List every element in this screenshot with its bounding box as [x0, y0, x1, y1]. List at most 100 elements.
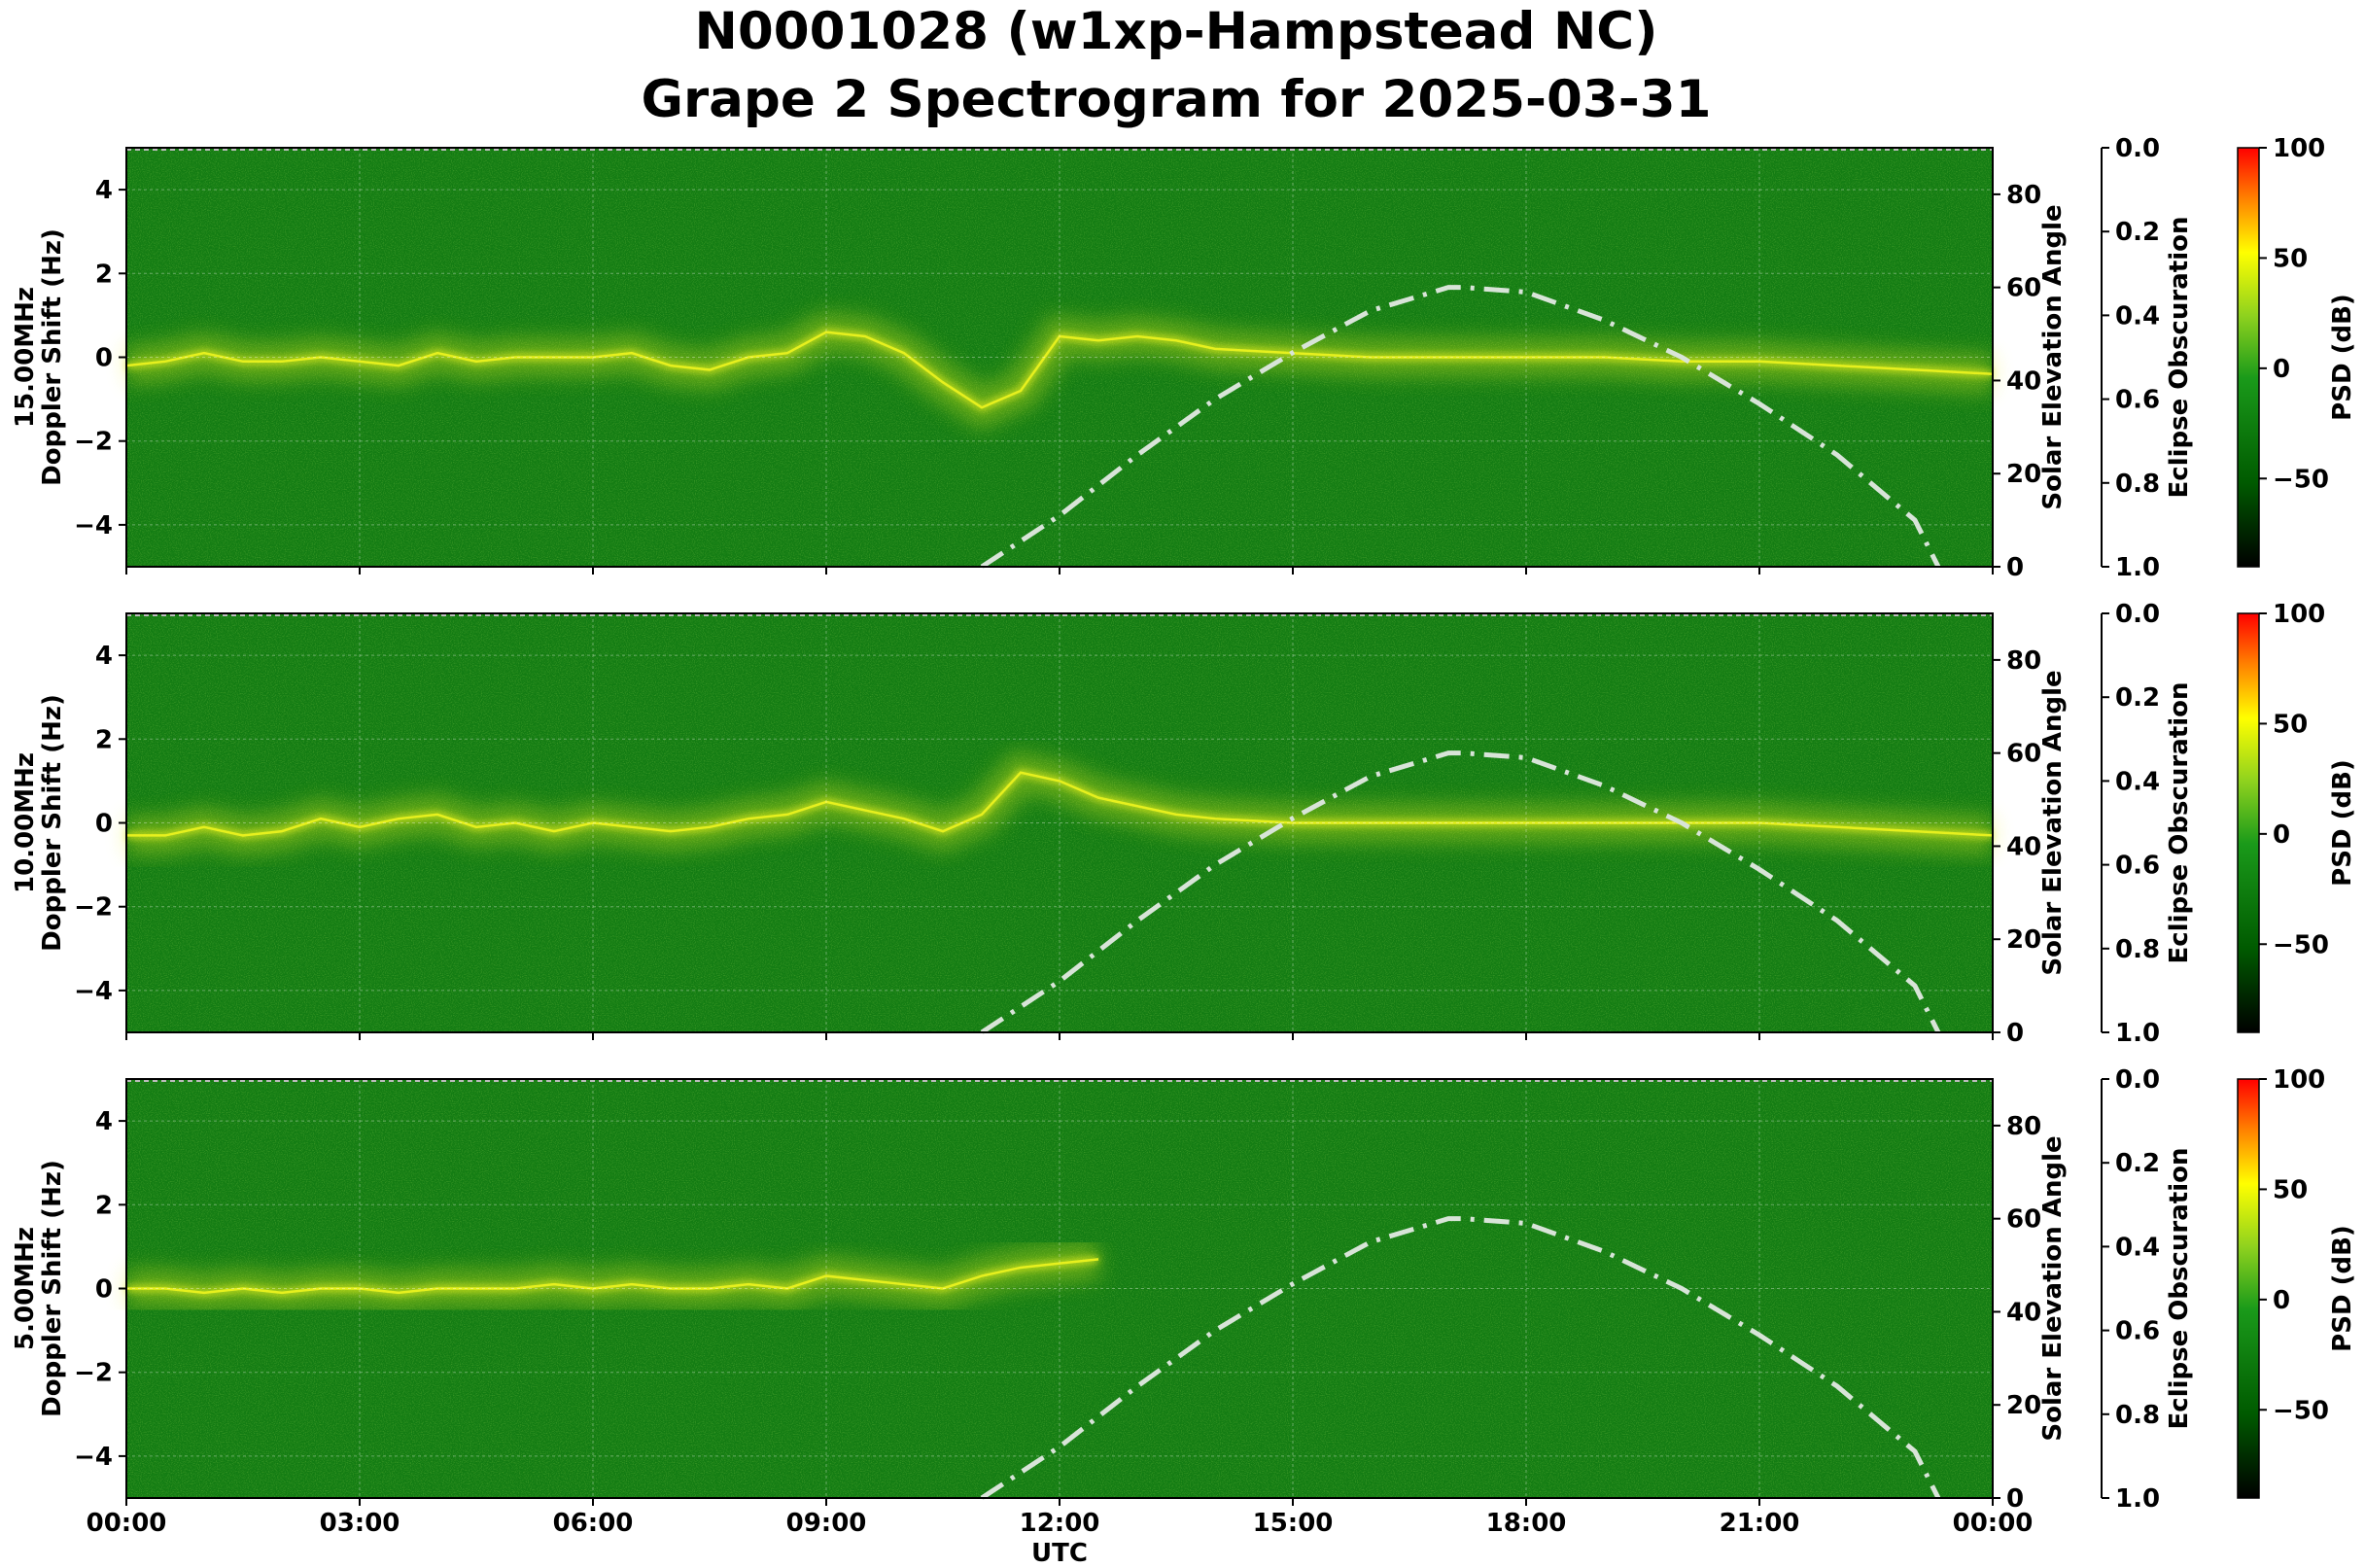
obscuration-axis-label: Eclipse Obscuration — [2165, 217, 2194, 499]
y-axis-label-doppler: Doppler Shift (Hz) — [38, 228, 67, 486]
elevation-axis-label: Solar Elevation Angle — [2038, 204, 2068, 509]
solar-elevation-curve — [980, 750, 1941, 1035]
elevation-tick-label: 80 — [2006, 1112, 2041, 1141]
psd-tick-label: −50 — [2273, 1396, 2329, 1425]
obscuration-tick-label: 0.8 — [2115, 935, 2160, 964]
solar-elevation-curve — [980, 285, 1941, 570]
x-axis: 00:00 03:00 06:00 09:00 12:00 15:00 18:0… — [87, 1509, 2034, 1568]
elevation-tick-label: 0 — [2006, 1484, 2024, 1514]
psd-tick-label: 100 — [2273, 1065, 2325, 1095]
y-axis-label-frequency: 10.00MHz — [11, 752, 40, 893]
y-tick-label: −4 — [74, 977, 113, 1006]
y-tick-label: 0 — [95, 1275, 113, 1305]
obscuration-tick-label: 0.6 — [2115, 852, 2160, 881]
y-tick-label: −2 — [74, 1359, 113, 1388]
elevation-tick-label: 60 — [2006, 274, 2041, 303]
elevation-axis-label: Solar Elevation Angle — [2038, 670, 2068, 975]
psd-colorbar — [2237, 147, 2260, 568]
psd-colorbar — [2237, 1078, 2260, 1499]
y-tick-label: 2 — [95, 1191, 113, 1220]
psd-axis-label: PSD (dB) — [2328, 294, 2357, 421]
obscuration-tick-label: 1.0 — [2115, 553, 2160, 582]
x-tick-label: 12:00 — [1020, 1509, 1100, 1538]
psd-axis-label: PSD (dB) — [2328, 1225, 2357, 1352]
elevation-tick-label: 20 — [2006, 1391, 2041, 1420]
y-tick-label: −2 — [74, 428, 113, 457]
x-tick-label: 00:00 — [1953, 1509, 2034, 1538]
y-tick-label: −4 — [74, 1443, 113, 1472]
elevation-tick-label: 20 — [2006, 460, 2041, 489]
y-tick-label: 2 — [95, 260, 113, 289]
obscuration-tick-label: 1.0 — [2115, 1484, 2160, 1514]
obscuration-tick-label: 0.8 — [2115, 470, 2160, 499]
elevation-axis-label: Solar Elevation Angle — [2038, 1135, 2068, 1441]
psd-tick-label: 0 — [2273, 1286, 2290, 1315]
elevation-tick-label: 20 — [2006, 925, 2041, 955]
x-tick-label: 15:00 — [1253, 1509, 1334, 1538]
x-tick-label: 06:00 — [553, 1509, 634, 1538]
obscuration-tick-label: 0.2 — [2115, 1149, 2160, 1178]
obscuration-tick-label: 0.0 — [2115, 134, 2160, 163]
doppler-trace — [126, 771, 1994, 837]
psd-tick-label: −50 — [2273, 930, 2329, 959]
elevation-tick-label: 80 — [2006, 646, 2041, 676]
y-axis-label-doppler: Doppler Shift (Hz) — [38, 1160, 67, 1417]
x-tick-label: 21:00 — [1720, 1509, 1800, 1538]
y-tick-label: 2 — [95, 725, 113, 754]
y-tick-label: 0 — [95, 344, 113, 373]
obscuration-tick-label: 0.0 — [2115, 1065, 2160, 1095]
psd-axis-label: PSD (dB) — [2328, 759, 2357, 887]
doppler-trace — [125, 331, 1994, 409]
y-tick-label: 4 — [95, 642, 113, 671]
x-tick-label: 03:00 — [320, 1509, 400, 1538]
elevation-tick-label: 80 — [2006, 181, 2041, 210]
elevation-tick-label: 60 — [2006, 740, 2041, 769]
elevation-tick-label: 60 — [2006, 1205, 2041, 1235]
x-axis-label: UTC — [1031, 1539, 1088, 1568]
x-tick-label: 18:00 — [1486, 1509, 1567, 1538]
obscuration-tick-label: 0.4 — [2115, 301, 2160, 331]
psd-tick-label: 50 — [2273, 1175, 2308, 1204]
obscuration-tick-label: 0.2 — [2115, 218, 2160, 247]
psd-tick-label: 50 — [2273, 244, 2308, 273]
obscuration-tick-label: 0.0 — [2115, 600, 2160, 629]
elevation-tick-label: 40 — [2006, 832, 2041, 861]
chart-title-line1: N0001028 (w1xp-Hampstead NC) — [695, 2, 1658, 61]
psd-tick-label: 100 — [2273, 600, 2325, 629]
psd-tick-label: −50 — [2273, 465, 2329, 494]
y-axis-label-doppler: Doppler Shift (Hz) — [38, 694, 67, 952]
obscuration-tick-label: 0.4 — [2115, 767, 2160, 796]
psd-colorbar — [2237, 612, 2260, 1033]
elevation-tick-label: 40 — [2006, 366, 2041, 396]
obscuration-axis-label: Eclipse Obscuration — [2165, 682, 2194, 964]
chart-title-line2: Grape 2 Spectrogram for 2025-03-31 — [641, 70, 1711, 129]
obscuration-tick-label: 0.8 — [2115, 1401, 2160, 1430]
solar-elevation-curve — [980, 1216, 1941, 1501]
psd-tick-label: 0 — [2273, 820, 2290, 850]
psd-tick-label: 100 — [2273, 134, 2325, 163]
y-tick-label: −4 — [74, 511, 113, 540]
obscuration-tick-label: 0.4 — [2115, 1233, 2160, 1262]
y-tick-label: 4 — [95, 1107, 113, 1136]
y-axis-label-frequency: 5.00MHz — [11, 1227, 40, 1350]
elevation-tick-label: 0 — [2006, 553, 2024, 582]
elevation-tick-label: 40 — [2006, 1298, 2041, 1327]
obscuration-axis-label: Eclipse Obscuration — [2165, 1148, 2194, 1430]
y-tick-label: −2 — [74, 893, 113, 923]
y-tick-label: 4 — [95, 176, 113, 205]
y-axis-label-frequency: 15.00MHz — [11, 287, 40, 428]
x-tick-label: 00:00 — [87, 1509, 167, 1538]
psd-tick-label: 50 — [2273, 710, 2308, 739]
obscuration-tick-label: 0.6 — [2115, 1317, 2160, 1346]
obscuration-tick-label: 1.0 — [2115, 1019, 2160, 1048]
psd-tick-label: 0 — [2273, 355, 2290, 384]
y-tick-label: 0 — [95, 810, 113, 839]
obscuration-tick-label: 0.6 — [2115, 386, 2160, 415]
elevation-tick-label: 0 — [2006, 1019, 2024, 1048]
doppler-trace — [126, 1258, 1099, 1295]
